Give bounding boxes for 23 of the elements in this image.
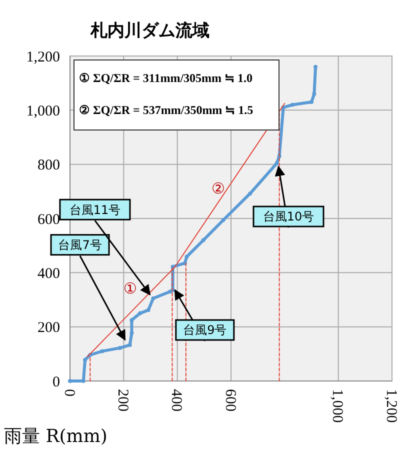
y-tick-label: 800 — [38, 158, 60, 174]
x-tick-label: 400 — [168, 389, 184, 412]
y-tick-label: 400 — [38, 266, 60, 282]
x-tick-label: 600 — [222, 389, 238, 412]
y-tick-label: 1,000 — [26, 103, 60, 120]
annotation: 台風9号 — [183, 323, 227, 338]
annotation: ② — [212, 181, 224, 198]
annotation: 台風10号 — [262, 210, 314, 224]
x-tick-label: 200 — [114, 389, 130, 412]
x-tick-label: 1,000 — [329, 389, 346, 423]
y-tick-label: 1,200 — [26, 49, 60, 66]
x-tick-label: 1,200 — [382, 389, 399, 423]
y-tick-label: 200 — [38, 320, 60, 336]
annotation: 台風7号 — [58, 238, 102, 252]
chart-title: 札内川ダム流域 — [90, 21, 210, 41]
annotation: ② ΣQ/ΣR = 537mm/350mm ≒ 1.5 — [79, 103, 254, 117]
y-tick-label: 600 — [38, 212, 60, 228]
annotation: ① — [124, 281, 136, 298]
y-tick-label: 0 — [52, 374, 60, 390]
annotation: 台風11号 — [69, 202, 121, 217]
x-axis-title: 雨量 R(mm) — [4, 426, 108, 447]
annotation: ① ΣQ/ΣR = 311mm/305mm ≒ 1.0 — [79, 71, 253, 85]
x-tick-label: 0 — [60, 389, 77, 396]
